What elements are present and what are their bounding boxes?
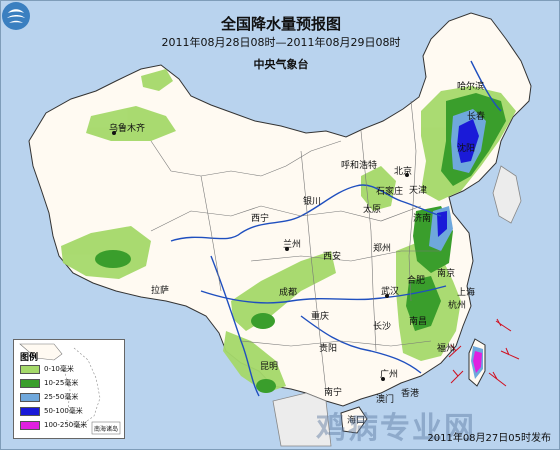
city-label: 香港 [401, 389, 420, 399]
city-marker [385, 294, 389, 298]
city-label: 澳门 [376, 395, 395, 405]
city-label: 呼和浩特 [341, 161, 378, 171]
city-label: 北京 [394, 167, 413, 177]
city-label: 石家庄 [376, 187, 404, 197]
city-label: 西宁 [251, 214, 270, 224]
city-label: 福州 [437, 344, 456, 354]
legend-label: 25-50毫米 [44, 393, 79, 401]
legend-label: 100-250毫米 [44, 421, 88, 429]
south-china-sea-inset [19, 343, 121, 435]
province-borders [150, 100, 441, 392]
city-label: 合肥 [407, 276, 426, 286]
legend-swatch [20, 420, 40, 430]
typhoon-wind-barbs [448, 318, 520, 387]
city-label: 乌鲁木齐 [109, 124, 146, 134]
city-label: 广州 [380, 370, 399, 380]
rain-band-100-250 [473, 351, 482, 373]
hainan-island [340, 406, 368, 434]
neighbor-land-south [272, 392, 332, 447]
legend-row: 25-50毫米 [20, 392, 78, 402]
legend-row: 100-250毫米 [20, 420, 87, 430]
agency-name: 中央气象台 [253, 58, 309, 71]
city-label: 济南 [413, 214, 432, 224]
legend-swatch [20, 406, 40, 416]
issue-time: 2011年08月27日05时发布 [427, 433, 551, 444]
legend-box: 图例 0-10毫米 10-25毫米 25-50毫米 50-100毫米 100-2… [13, 339, 125, 439]
city-label: 拉萨 [151, 286, 170, 296]
city-label: 海口 [347, 416, 366, 426]
city-label: 南京 [437, 269, 456, 279]
legend-title: 图例 [20, 353, 39, 363]
city-label: 哈尔滨 [457, 82, 485, 92]
watermark: 鸡病专业网 [316, 411, 476, 446]
city-label: 南宁 [324, 388, 343, 398]
neighbor-land [492, 165, 522, 224]
map-subtitle: 2011年08月28日08时—2011年08月29日08时 [161, 36, 401, 49]
city-label: 天津 [409, 186, 428, 196]
capital-marker [405, 173, 409, 177]
legend-label: 10-25毫米 [44, 379, 79, 387]
inset-label: 南海诸岛 [94, 426, 119, 433]
city-label: 长沙 [373, 322, 392, 332]
legend-row: 50-100毫米 [20, 406, 83, 416]
cma-logo-icon [2, 2, 30, 30]
city-label: 兰州 [283, 240, 302, 250]
legend-swatch [20, 378, 40, 388]
city-label: 杭州 [448, 301, 467, 311]
city-label: 长春 [467, 112, 486, 122]
city-label: 重庆 [311, 312, 330, 322]
city-label: 沈阳 [457, 144, 476, 154]
city-label: 郑州 [373, 244, 392, 254]
city-label: 南昌 [409, 317, 428, 327]
rain-band-50-100 [437, 119, 479, 237]
city-label: 贵阳 [319, 344, 338, 354]
city-label: 上海 [457, 288, 476, 298]
city-label: 西安 [323, 252, 342, 262]
legend-label: 0-10毫米 [44, 365, 74, 373]
legend-swatch [20, 392, 40, 402]
city-marker [112, 131, 116, 135]
rivers [170, 60, 502, 397]
city-marker [381, 377, 385, 381]
map-title: 全国降水量预报图 [220, 15, 341, 33]
city-label: 太原 [363, 205, 382, 215]
city-label: 昆明 [260, 362, 279, 372]
city-marker [285, 247, 289, 251]
legend-row: 10-25毫米 [20, 378, 78, 388]
legend-label: 50-100毫米 [44, 407, 83, 415]
legend-row: 0-10毫米 [20, 364, 74, 374]
legend-swatch [20, 364, 40, 374]
city-label: 武汉 [381, 287, 400, 297]
city-label: 成都 [279, 288, 298, 298]
city-label: 银川 [303, 197, 322, 207]
